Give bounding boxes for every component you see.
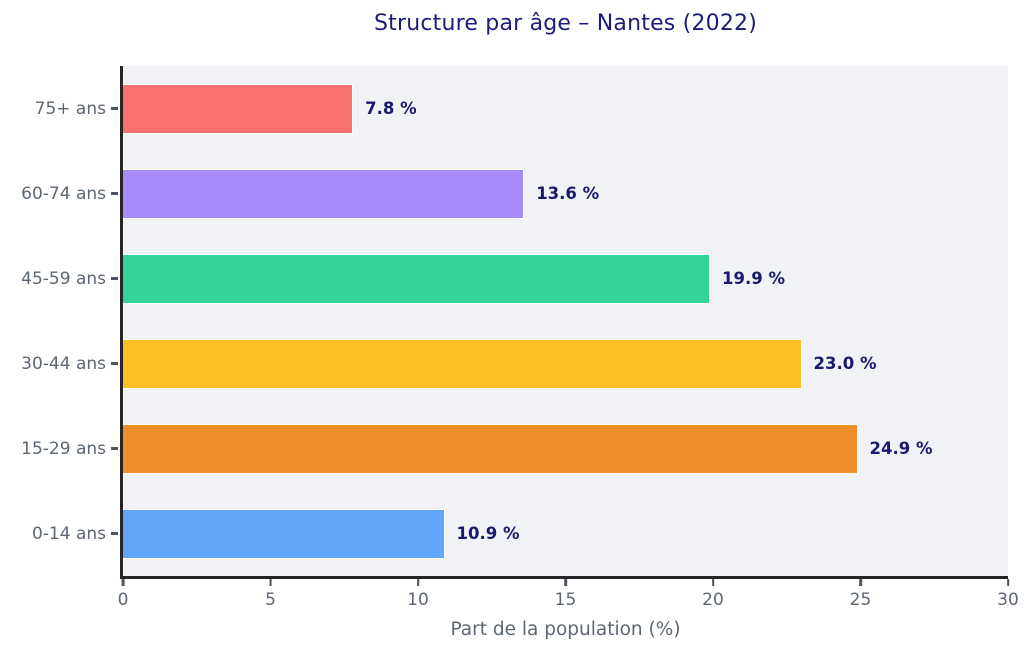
chart-title: Structure par âge – Nantes (2022) [373,11,758,36]
bar-value-label: 10.9 % [456,524,520,543]
y-category-label: 0-14 ans [31,523,106,544]
x-tick-mark [859,579,862,586]
y-tick-mark [111,447,118,450]
bar-row: 24.9 % [123,406,1008,491]
bar [123,423,858,474]
x-tick: 15 [554,579,577,610]
x-tick-mark [269,579,272,586]
y-label-row: 30-44 ans [0,321,118,406]
y-label-row: 75+ ans [0,66,118,151]
x-tick: 5 [265,579,276,610]
x-axis-label: Part de la population (%) [450,619,681,640]
bar-rows: 7.8 % 13.6 % 19.9 % 23.0 % 24.9 % 10.9 % [123,66,1008,576]
y-label-row: 15-29 ans [0,406,118,491]
x-tick-label: 25 [849,590,872,610]
y-axis-spine [120,66,123,579]
plot-area: 7.8 % 13.6 % 19.9 % 23.0 % 24.9 % 10.9 % [123,66,1008,576]
x-tick-mark [1006,579,1010,586]
x-tick-mark [416,579,420,586]
bar-value-label: 13.6 % [536,184,600,203]
y-label-row: 0-14 ans [0,491,118,576]
bar-row: 19.9 % [123,236,1008,321]
x-axis-spine [120,576,1008,579]
x-axis-ticks: 0 5 10 15 20 25 30 [118,579,1019,619]
x-tick: 25 [849,579,872,610]
y-tick-mark [111,277,118,280]
bar-value-label: 23.0 % [813,354,877,373]
y-tick-mark [111,362,118,365]
y-category-label: 45-59 ans [21,268,106,289]
x-tick: 20 [702,579,724,610]
bar [123,168,525,219]
bar-value-label: 24.9 % [869,439,933,458]
x-tick: 30 [997,579,1019,610]
x-tick-label: 5 [265,590,276,610]
y-axis-tick-labels: 75+ ans 60-74 ans 45-59 ans 30-44 ans 15-29 … [0,66,118,576]
bar [123,508,445,559]
y-tick-mark [111,107,118,110]
y-tick-mark [111,192,118,195]
bar [123,338,802,389]
y-category-label: 60-74 ans [21,183,106,204]
y-category-label: 75+ ans [34,98,106,119]
y-category-label: 15-29 ans [21,438,106,459]
bar-value-label: 19.9 % [722,269,786,288]
y-tick-mark [111,532,118,535]
x-tick-label: 20 [702,590,724,610]
bar-row: 13.6 % [123,151,1008,236]
x-tick-mark [121,579,125,586]
x-tick-mark [711,579,715,586]
bar [123,83,354,134]
x-tick-label: 30 [997,590,1019,610]
y-label-row: 60-74 ans [0,151,118,236]
x-tick: 10 [407,579,429,610]
y-category-label: 30-44 ans [21,353,106,374]
bar-row: 10.9 % [123,491,1008,576]
x-tick-label: 10 [407,590,429,610]
bar-value-label: 7.8 % [365,99,417,118]
x-tick-label: 15 [554,590,577,610]
y-label-row: 45-59 ans [0,236,118,321]
x-tick-mark [564,579,567,586]
bar [123,253,711,304]
bar-row: 23.0 % [123,321,1008,406]
x-tick-label: 0 [117,590,129,610]
x-tick: 0 [117,579,129,610]
bar-row: 7.8 % [123,66,1008,151]
